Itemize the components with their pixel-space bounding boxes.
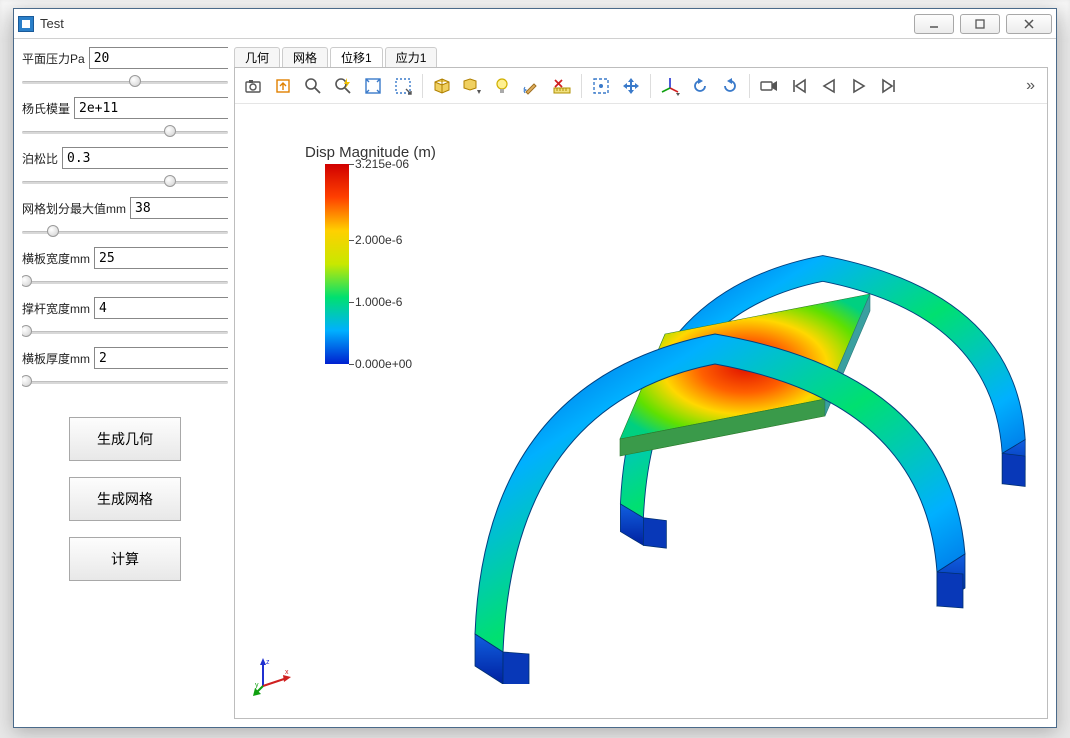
- svg-text:z: z: [266, 659, 270, 666]
- fea-model-render: [395, 164, 1035, 684]
- param-input[interactable]: [130, 197, 228, 219]
- select-box-icon[interactable]: [389, 72, 417, 100]
- toolbar-overflow-icon[interactable]: »: [1018, 77, 1043, 95]
- app-icon: [18, 16, 34, 32]
- param-slider[interactable]: [22, 223, 228, 241]
- move-arrows-icon[interactable]: [617, 72, 645, 100]
- param-label: 平面压力Pa: [22, 50, 85, 67]
- param-label: 横板宽度mm: [22, 250, 90, 267]
- param-input[interactable]: [89, 47, 228, 69]
- zoom-lightning-icon[interactable]: [329, 72, 357, 100]
- fit-window-icon[interactable]: [359, 72, 387, 100]
- slider-thumb[interactable]: [47, 225, 59, 237]
- tab-应力1[interactable]: 应力1: [385, 47, 438, 67]
- viewport-panel: 几何网格位移1应力1 » Disp Magnitude (m) 3.215e-0…: [234, 47, 1048, 719]
- param-slider[interactable]: [22, 73, 228, 91]
- rotate-cw-icon[interactable]: [716, 72, 744, 100]
- param-input[interactable]: [62, 147, 228, 169]
- generate-mesh-button[interactable]: 生成网格: [69, 477, 181, 521]
- param-5: 撑杆宽度mm: [22, 297, 228, 341]
- frame-next-icon[interactable]: [845, 72, 873, 100]
- param-slider[interactable]: [22, 173, 228, 191]
- tab-位移1[interactable]: 位移1: [330, 47, 383, 67]
- slider-thumb[interactable]: [22, 325, 32, 337]
- result-tabs: 几何网格位移1应力1: [234, 47, 1048, 67]
- param-slider[interactable]: [22, 323, 228, 341]
- param-slider[interactable]: [22, 373, 228, 391]
- camera-icon[interactable]: [239, 72, 267, 100]
- cube-dropdown-icon[interactable]: [458, 72, 486, 100]
- parameters-panel: 平面压力Pa 杨氏模量 泊松比 网格划分最大值mm: [22, 47, 228, 719]
- sweep-icon[interactable]: [518, 72, 546, 100]
- svg-text:x: x: [285, 669, 289, 676]
- video-icon[interactable]: [755, 72, 783, 100]
- param-0: 平面压力Pa: [22, 47, 228, 91]
- slider-thumb[interactable]: [22, 375, 32, 387]
- param-1: 杨氏模量: [22, 97, 228, 141]
- param-6: 横板厚度mm: [22, 347, 228, 391]
- param-label: 泊松比: [22, 150, 58, 167]
- ruler-x-icon[interactable]: [548, 72, 576, 100]
- param-2: 泊松比: [22, 147, 228, 191]
- slider-thumb[interactable]: [164, 125, 176, 137]
- maximize-button[interactable]: [960, 14, 1000, 34]
- tab-几何[interactable]: 几何: [234, 47, 280, 67]
- viewport-frame: » Disp Magnitude (m) 3.215e-062.000e-61.…: [234, 67, 1048, 719]
- frame-first-icon[interactable]: [785, 72, 813, 100]
- close-button[interactable]: [1006, 14, 1052, 34]
- minimize-button[interactable]: [914, 14, 954, 34]
- slider-thumb[interactable]: [22, 275, 32, 287]
- frame-prev-icon[interactable]: [815, 72, 843, 100]
- action-buttons: 生成几何 生成网格 计算: [22, 417, 228, 581]
- rotate-ccw-icon[interactable]: [686, 72, 714, 100]
- viewport-canvas[interactable]: Disp Magnitude (m) 3.215e-062.000e-61.00…: [235, 104, 1047, 718]
- axes-xyz-icon[interactable]: [656, 72, 684, 100]
- lightbulb-icon[interactable]: [488, 72, 516, 100]
- frame-last-icon[interactable]: [875, 72, 903, 100]
- legend-colorbar: [325, 164, 349, 364]
- param-input[interactable]: [94, 297, 228, 319]
- viewport-toolbar: »: [235, 68, 1047, 104]
- window-body: 平面压力Pa 杨氏模量 泊松比 网格划分最大值mm: [14, 39, 1056, 727]
- window-controls: [914, 14, 1052, 34]
- param-label: 横板厚度mm: [22, 350, 90, 367]
- window-title: Test: [40, 16, 64, 31]
- param-slider[interactable]: [22, 273, 228, 291]
- tab-网格[interactable]: 网格: [282, 47, 328, 67]
- svg-text:y: y: [255, 682, 259, 689]
- param-slider[interactable]: [22, 123, 228, 141]
- param-3: 网格划分最大值mm: [22, 197, 228, 241]
- param-label: 撑杆宽度mm: [22, 300, 90, 317]
- export-icon[interactable]: [269, 72, 297, 100]
- param-label: 网格划分最大值mm: [22, 200, 126, 217]
- param-4: 横板宽度mm: [22, 247, 228, 291]
- zoom-icon[interactable]: [299, 72, 327, 100]
- param-input[interactable]: [74, 97, 228, 119]
- titlebar[interactable]: Test: [14, 9, 1056, 39]
- app-window: Test 平面压力Pa 杨氏模量 泊松比: [13, 8, 1057, 728]
- compute-button[interactable]: 计算: [69, 537, 181, 581]
- axis-triad-icon: z x y: [253, 656, 293, 696]
- param-label: 杨氏模量: [22, 100, 70, 117]
- select-dashed-icon[interactable]: [587, 72, 615, 100]
- slider-thumb[interactable]: [164, 175, 176, 187]
- param-input[interactable]: [94, 347, 228, 369]
- slider-thumb[interactable]: [129, 75, 141, 87]
- generate-geometry-button[interactable]: 生成几何: [69, 417, 181, 461]
- param-input[interactable]: [94, 247, 228, 269]
- cube-icon[interactable]: [428, 72, 456, 100]
